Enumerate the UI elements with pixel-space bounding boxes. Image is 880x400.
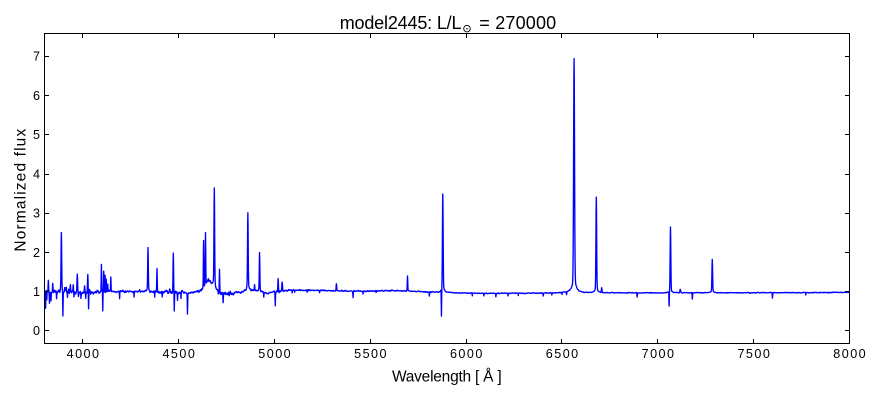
svg-text:0: 0 <box>33 324 40 338</box>
svg-text:4500: 4500 <box>162 347 194 361</box>
svg-text:7: 7 <box>33 50 40 64</box>
svg-text:4000: 4000 <box>67 347 99 361</box>
svg-text:model2445: L/L: model2445: L/L <box>340 13 462 33</box>
svg-text:5: 5 <box>33 128 40 142</box>
svg-text:7500: 7500 <box>737 347 769 361</box>
svg-text:1: 1 <box>33 285 40 299</box>
svg-text:8000: 8000 <box>833 347 865 361</box>
svg-text:6: 6 <box>33 89 40 103</box>
svg-text:6500: 6500 <box>546 347 578 361</box>
svg-text:7000: 7000 <box>642 347 674 361</box>
svg-text:2: 2 <box>33 246 40 260</box>
svg-text:5500: 5500 <box>354 347 386 361</box>
svg-text:Wavelength [ Å ]: Wavelength [ Å ] <box>392 369 502 386</box>
svg-text:Normalized flux: Normalized flux <box>13 129 30 252</box>
svg-text:5000: 5000 <box>258 347 290 361</box>
svg-text:3: 3 <box>33 207 40 221</box>
svg-text:= 270000: = 270000 <box>479 13 556 33</box>
svg-text:4: 4 <box>33 167 40 181</box>
svg-text:6000: 6000 <box>450 347 482 361</box>
